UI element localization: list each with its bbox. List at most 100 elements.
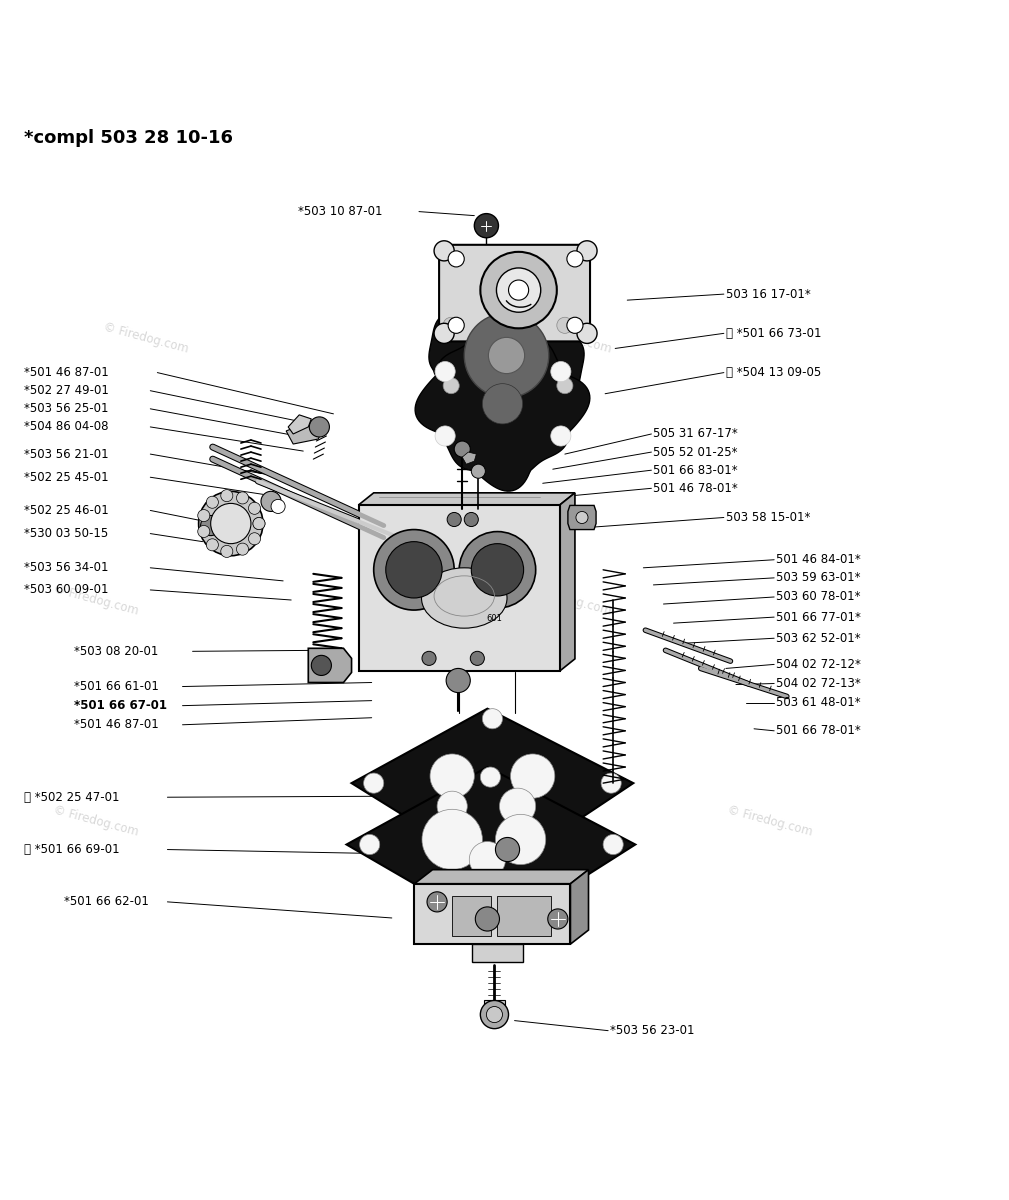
Circle shape xyxy=(373,529,454,610)
Text: ⓘ *501 66 73-01: ⓘ *501 66 73-01 xyxy=(725,326,821,340)
Polygon shape xyxy=(439,245,590,342)
Circle shape xyxy=(385,541,442,598)
Circle shape xyxy=(480,767,500,787)
Polygon shape xyxy=(472,944,523,962)
Ellipse shape xyxy=(422,568,507,628)
Circle shape xyxy=(435,426,455,446)
Circle shape xyxy=(474,214,498,238)
Polygon shape xyxy=(462,452,476,464)
Circle shape xyxy=(480,252,557,329)
Circle shape xyxy=(495,815,546,865)
Circle shape xyxy=(448,251,464,266)
Circle shape xyxy=(198,510,210,522)
Text: *501 46 87-01: *501 46 87-01 xyxy=(74,719,158,731)
Text: *503 56 25-01: *503 56 25-01 xyxy=(23,402,108,415)
Text: *compl 503 28 10-16: *compl 503 28 10-16 xyxy=(23,130,232,148)
Circle shape xyxy=(469,841,506,877)
Circle shape xyxy=(486,1007,502,1022)
Text: *503 60 09-01: *503 60 09-01 xyxy=(23,583,108,596)
Text: 501 66 78-01*: 501 66 78-01* xyxy=(776,725,861,737)
Circle shape xyxy=(557,378,573,394)
Text: © Firedog.com: © Firedog.com xyxy=(525,320,612,356)
Text: *502 25 45-01: *502 25 45-01 xyxy=(23,470,108,484)
Circle shape xyxy=(253,517,265,529)
Text: © Firedog.com: © Firedog.com xyxy=(51,582,139,618)
Text: ⓘ *501 66 69-01: ⓘ *501 66 69-01 xyxy=(23,844,119,856)
Circle shape xyxy=(484,912,504,932)
Text: *530 03 50-15: *530 03 50-15 xyxy=(23,527,108,540)
Polygon shape xyxy=(415,870,588,883)
Polygon shape xyxy=(497,896,551,936)
Text: 503 61 48-01*: 503 61 48-01* xyxy=(776,696,861,709)
Text: © Firedog.com: © Firedog.com xyxy=(102,320,190,356)
Text: 505 31 67-17*: 505 31 67-17* xyxy=(654,427,739,440)
Circle shape xyxy=(482,709,502,728)
Text: *502 25 46-01: *502 25 46-01 xyxy=(23,504,108,517)
Circle shape xyxy=(470,652,484,666)
Text: 501 46 78-01*: 501 46 78-01* xyxy=(654,482,739,494)
Circle shape xyxy=(548,908,568,929)
Polygon shape xyxy=(289,415,312,434)
Text: 501 66 77-01*: 501 66 77-01* xyxy=(776,611,861,624)
Circle shape xyxy=(471,464,485,479)
Circle shape xyxy=(567,317,583,334)
Circle shape xyxy=(482,853,502,874)
Polygon shape xyxy=(482,230,490,234)
Text: *501 46 87-01: *501 46 87-01 xyxy=(23,366,108,379)
Circle shape xyxy=(253,517,265,529)
Text: ⓘ *502 25 47-01: ⓘ *502 25 47-01 xyxy=(23,791,119,804)
Polygon shape xyxy=(452,896,491,936)
Circle shape xyxy=(482,384,523,424)
Polygon shape xyxy=(358,493,575,505)
Text: *501 66 61-01: *501 66 61-01 xyxy=(74,680,158,694)
Circle shape xyxy=(211,504,251,544)
Circle shape xyxy=(310,416,329,437)
Polygon shape xyxy=(570,870,588,944)
Circle shape xyxy=(496,268,541,312)
Circle shape xyxy=(603,834,624,854)
Circle shape xyxy=(567,251,583,266)
Circle shape xyxy=(201,516,221,535)
Text: © Firedog.com: © Firedog.com xyxy=(525,582,612,618)
Circle shape xyxy=(359,834,379,854)
Circle shape xyxy=(511,754,555,798)
Text: 501 66 83-01*: 501 66 83-01* xyxy=(654,463,738,476)
Circle shape xyxy=(557,317,573,334)
Circle shape xyxy=(206,496,218,509)
Polygon shape xyxy=(358,505,560,671)
Circle shape xyxy=(448,317,464,334)
Circle shape xyxy=(427,892,447,912)
Text: ⓘ *504 13 09-05: ⓘ *504 13 09-05 xyxy=(725,366,821,379)
Text: 503 59 63-01*: 503 59 63-01* xyxy=(776,571,861,584)
Text: 601: 601 xyxy=(486,613,502,623)
Circle shape xyxy=(199,491,263,556)
Circle shape xyxy=(271,499,286,514)
Circle shape xyxy=(464,313,549,397)
Text: *503 10 87-01: *503 10 87-01 xyxy=(299,205,382,218)
Text: © Firedog.com: © Firedog.com xyxy=(725,804,813,839)
Circle shape xyxy=(434,241,454,260)
Text: 505 52 01-25*: 505 52 01-25* xyxy=(654,445,738,458)
Circle shape xyxy=(471,544,524,596)
Circle shape xyxy=(435,361,455,382)
Circle shape xyxy=(446,668,470,692)
Circle shape xyxy=(261,491,282,511)
Text: *501 66 62-01: *501 66 62-01 xyxy=(64,895,148,908)
Text: *502 27 49-01: *502 27 49-01 xyxy=(23,384,108,397)
Text: 503 58 15-01*: 503 58 15-01* xyxy=(725,511,810,524)
Circle shape xyxy=(459,532,536,608)
Text: 504 02 72-12*: 504 02 72-12* xyxy=(776,658,861,671)
Circle shape xyxy=(443,378,459,394)
Circle shape xyxy=(221,490,233,502)
Circle shape xyxy=(443,317,459,334)
Polygon shape xyxy=(415,317,590,491)
Circle shape xyxy=(577,323,597,343)
Polygon shape xyxy=(309,648,351,683)
Circle shape xyxy=(248,533,260,545)
Text: 504 02 72-13*: 504 02 72-13* xyxy=(776,677,861,690)
Text: *503 08 20-01: *503 08 20-01 xyxy=(74,644,158,658)
Circle shape xyxy=(236,492,248,504)
Polygon shape xyxy=(560,493,575,671)
Text: *503 56 21-01: *503 56 21-01 xyxy=(23,448,108,461)
Text: 501 46 84-01*: 501 46 84-01* xyxy=(776,553,861,566)
